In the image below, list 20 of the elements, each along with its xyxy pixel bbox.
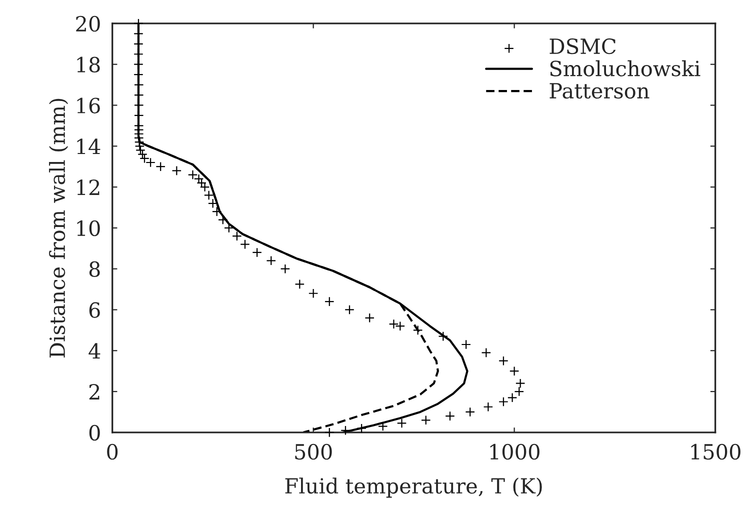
legend-label: Patterson: [550, 83, 650, 99]
y-axis-title: Distance from wall (mm): [49, 98, 68, 358]
y-tick-label: 2: [89, 384, 100, 400]
y-tick-label: 8: [89, 261, 100, 278]
x-tick-label: 1500: [691, 444, 740, 460]
y-tick-label: 6: [89, 302, 100, 318]
legend-label: DSMC: [550, 38, 616, 54]
x-tick-label: 500: [295, 444, 332, 460]
y-tick-label: 10: [77, 220, 100, 236]
y-tick-label: 18: [77, 56, 100, 73]
y-tick-label: 12: [77, 179, 100, 195]
x-tick-label: 0: [107, 444, 118, 460]
y-tick-label: 16: [77, 98, 100, 114]
x-axis-title: Fluid temperature, T (K): [285, 478, 542, 498]
x-tick-label: 1000: [490, 444, 540, 460]
y-tick-label: 4: [88, 343, 100, 359]
y-tick-label: 14: [77, 138, 100, 154]
legend-label: Smoluchowski: [550, 60, 700, 76]
y-tick-label: 20: [76, 16, 100, 32]
y-tick-label: 0: [89, 424, 100, 441]
